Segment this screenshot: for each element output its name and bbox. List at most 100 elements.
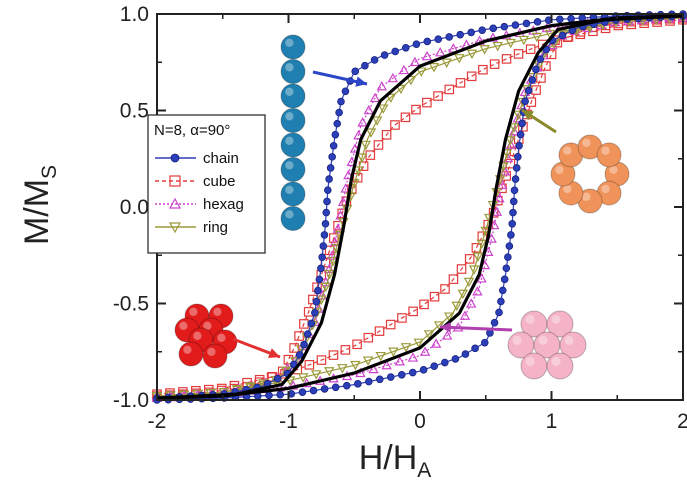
- ring-marker: [356, 153, 368, 163]
- cube-marker: [489, 59, 500, 69]
- ring-marker: [518, 35, 530, 46]
- hexag-particle-highlight: [564, 335, 574, 346]
- hexag-marker: [491, 206, 503, 216]
- ring-particle-highlight: [563, 146, 572, 155]
- hexag-marker: [472, 286, 483, 296]
- hexag-particle: [546, 352, 574, 380]
- hexag-marker: [496, 179, 508, 190]
- ring-marker: [468, 265, 480, 275]
- hexag-particle: [520, 352, 548, 380]
- cube-marker: [316, 355, 327, 365]
- cube-particle-highlight: [193, 331, 202, 340]
- cube-marker: [419, 299, 429, 310]
- hexag-marker: [512, 113, 523, 123]
- cube-particle-highlight: [203, 321, 212, 330]
- ring-marker: [371, 116, 383, 126]
- chain-marker: [408, 368, 417, 377]
- hexag-particle-highlight: [525, 356, 535, 367]
- cube-marker: [448, 274, 459, 284]
- hexag-marker: [465, 298, 477, 308]
- cube-marker: [328, 350, 339, 360]
- chain-marker: [333, 119, 342, 128]
- chain-marker: [320, 231, 329, 239]
- y-tick-label: -1.0: [113, 389, 149, 412]
- chain-marker: [514, 152, 522, 161]
- cube-marker: [390, 120, 400, 130]
- hexag-particle-highlight: [512, 335, 522, 346]
- chain-particle-highlight: [285, 87, 294, 97]
- chain-marker: [342, 381, 351, 390]
- chain-marker: [354, 380, 362, 388]
- ring-marker: [360, 140, 372, 151]
- x-tick-label: 0: [414, 410, 426, 433]
- chain-marker: [351, 67, 360, 76]
- chain-arrow-head: [355, 76, 367, 87]
- chain-marker: [311, 308, 319, 317]
- chain-marker: [329, 141, 338, 150]
- ring-marker: [501, 149, 513, 159]
- hexag-marker: [409, 56, 421, 67]
- ring-marker: [423, 330, 435, 340]
- cube-particle-highlight: [213, 307, 222, 316]
- chain-marker: [524, 86, 533, 95]
- ring-marker: [375, 351, 386, 362]
- ring-particle-highlight: [601, 146, 610, 155]
- hexag-marker: [369, 92, 381, 103]
- x-tick-label: -1: [279, 410, 298, 433]
- hexag-marker: [376, 80, 388, 91]
- cube-marker: [440, 284, 450, 294]
- chain-particle: [280, 157, 306, 182]
- chain-marker: [331, 383, 340, 392]
- chain-marker: [312, 297, 321, 306]
- chain-marker: [511, 175, 520, 183]
- x-tick-label: 2: [677, 410, 687, 433]
- legend-marker-hexag: [168, 197, 182, 209]
- ring-particle-highlight: [601, 184, 610, 194]
- chain-marker: [536, 55, 545, 63]
- chain-marker: [319, 242, 328, 250]
- ring-marker: [428, 63, 440, 73]
- chain-marker: [321, 219, 330, 228]
- chain-marker: [380, 51, 389, 59]
- y-axis-label: M/MS: [18, 165, 61, 245]
- legend-label-cube: cube: [203, 173, 236, 190]
- hexag-marker: [363, 104, 375, 115]
- cube-marker: [422, 97, 432, 108]
- hexag-marker: [343, 169, 354, 180]
- chain-particle-highlight: [285, 185, 294, 194]
- chain-marker: [423, 37, 432, 46]
- hexag-marker: [381, 359, 392, 370]
- hexag-inset-picture: [439, 310, 587, 380]
- ring-particle-highlight: [582, 192, 591, 201]
- chain-marker: [434, 35, 443, 44]
- insets-layer: [174, 34, 630, 380]
- ring-marker: [443, 312, 455, 322]
- chain-marker: [298, 388, 307, 396]
- cube-marker: [408, 306, 418, 317]
- reference-descending-line: [156, 14, 684, 400]
- chain-marker: [508, 220, 517, 228]
- chain-particle: [280, 83, 306, 109]
- ring-marker: [388, 347, 399, 357]
- ring-marker: [353, 166, 364, 176]
- ring-marker: [457, 289, 469, 300]
- cube-marker: [381, 130, 392, 140]
- chain-marker: [320, 385, 329, 393]
- hexag-particle-highlight: [538, 335, 548, 346]
- hexag-marker: [441, 330, 453, 340]
- cube-descending-line: [156, 19, 684, 397]
- ring-marker: [479, 45, 490, 55]
- ring-marker: [492, 41, 503, 52]
- chain-marker: [317, 264, 325, 273]
- hexag-marker: [394, 356, 406, 366]
- hexag-marker: [368, 363, 379, 374]
- series-chain: [153, 10, 687, 404]
- chain-marker: [419, 366, 428, 374]
- ring-marker: [327, 256, 339, 267]
- ring-marker: [466, 49, 478, 60]
- hexag-marker: [419, 346, 431, 356]
- chain-marker: [490, 318, 499, 327]
- chain-particle: [280, 206, 306, 231]
- x-tick-label: 1: [546, 410, 558, 433]
- cube-marker: [400, 112, 411, 123]
